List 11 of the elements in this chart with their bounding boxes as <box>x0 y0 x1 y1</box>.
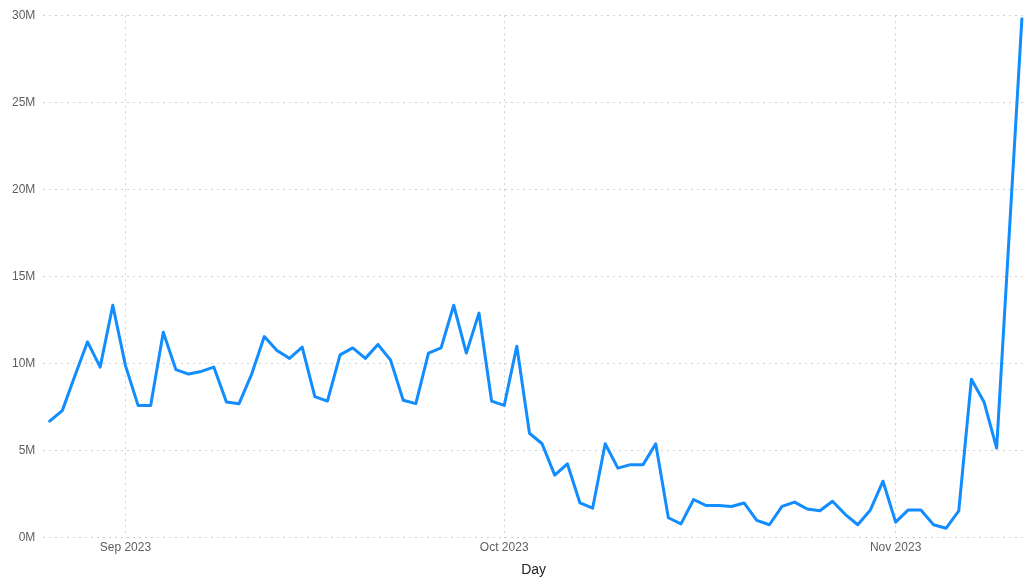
x-axis-title: Day <box>521 561 547 578</box>
y-tick-label: 20M <box>12 181 36 196</box>
y-tick-label: 25M <box>12 94 36 109</box>
x-tick-label: Nov 2023 <box>869 540 922 555</box>
y-tick-label: 0M <box>18 530 36 545</box>
y-tick-label: 15M <box>12 268 36 283</box>
y-tick-label: 10M <box>12 355 36 370</box>
x-tick-label: Oct 2023 <box>479 540 529 555</box>
x-tick-label: Sep 2023 <box>99 540 152 555</box>
y-tick-label: 5M <box>18 443 36 458</box>
y-tick-label: 30M <box>12 7 36 22</box>
